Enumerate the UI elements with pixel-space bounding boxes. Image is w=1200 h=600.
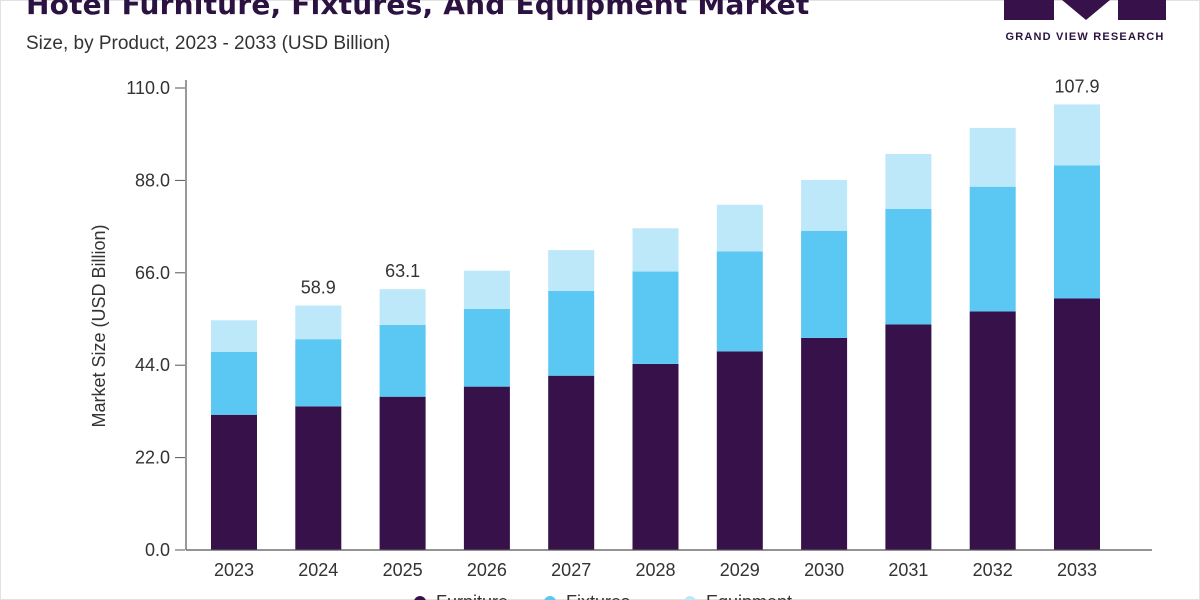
data-label-2024: 58.9 [301, 278, 336, 298]
x-tick-label: 2024 [298, 560, 338, 580]
bar-equipment-2030 [801, 179, 848, 231]
y-tick-label: 88.0 [135, 170, 170, 190]
bar-furniture-2031 [885, 324, 932, 550]
bar-fixtures-2027 [548, 290, 595, 376]
legend-label-equipment: Equipment [706, 592, 792, 600]
bar-furniture-2028 [632, 363, 679, 550]
bar-furniture-2026 [463, 386, 510, 550]
legend-label-furniture: Furniture [436, 592, 508, 600]
bar-fixtures-2024 [295, 339, 342, 407]
y-tick-label: 22.0 [135, 448, 170, 468]
bar-equipment-2032 [969, 127, 1016, 187]
bar-fixtures-2032 [969, 186, 1016, 312]
bar-furniture-2023 [211, 414, 257, 550]
logo-block-middle [1062, 0, 1110, 20]
bar-fixtures-2029 [716, 251, 763, 352]
bar-furniture-2029 [716, 351, 763, 550]
logo-block-left [1004, 0, 1054, 20]
bar-fixtures-2028 [632, 271, 679, 364]
y-tick-label: 44.0 [135, 355, 170, 375]
bar-equipment-2023 [211, 320, 257, 352]
data-label-2025: 63.1 [385, 261, 420, 281]
x-tick-label: 2032 [973, 560, 1013, 580]
bar-furniture-2025 [379, 396, 426, 550]
brand-logo-text: GRAND VIEW RESEARCH [1005, 31, 1165, 43]
x-tick-label: 2027 [551, 560, 591, 580]
bar-furniture-2032 [969, 311, 1016, 550]
bar-equipment-2031 [885, 153, 932, 209]
bar-fixtures-2033 [1054, 165, 1100, 299]
bar-furniture-2027 [548, 375, 595, 550]
bar-furniture-2030 [801, 337, 848, 550]
x-tick-label: 2030 [804, 560, 844, 580]
chart-title: Hotel Furniture, Fixtures, And Equipment… [26, 0, 810, 21]
x-tick-label: 2023 [214, 560, 254, 580]
bar-equipment-2028 [632, 228, 679, 272]
bar-fixtures-2023 [211, 351, 257, 415]
bar-equipment-2026 [463, 270, 510, 309]
legend-marker-fixtures [544, 596, 556, 600]
data-label-2033: 107.9 [1054, 76, 1099, 96]
x-tick-label: 2026 [467, 560, 507, 580]
brand-logo [1004, 0, 1166, 20]
chart-subtitle: Size, by Product, 2023 - 2033 (USD Billi… [26, 33, 391, 54]
bar-equipment-2025 [379, 289, 426, 325]
bar-fixtures-2030 [801, 230, 848, 338]
x-tick-label: 2028 [635, 560, 675, 580]
bar-furniture-2024 [295, 406, 342, 550]
bar-fixtures-2026 [463, 308, 510, 387]
legend-label-fixtures: Fixtures [566, 592, 630, 600]
y-axis-label: Market Size (USD Billion) [89, 224, 109, 427]
x-tick-label: 2031 [888, 560, 928, 580]
logo-block-right [1118, 0, 1166, 20]
x-tick-label: 2029 [720, 560, 760, 580]
bar-fixtures-2025 [379, 324, 426, 397]
legend-marker-equipment [684, 596, 696, 600]
bar-equipment-2029 [716, 204, 763, 252]
y-tick-label: 110.0 [126, 78, 170, 98]
bar-equipment-2024 [295, 305, 342, 340]
y-tick-label: 0.0 [145, 540, 170, 560]
y-tick-label: 66.0 [135, 263, 170, 283]
legend-marker-furniture [414, 596, 426, 600]
x-tick-label: 2033 [1057, 560, 1097, 580]
bar-furniture-2033 [1054, 298, 1100, 550]
bar-equipment-2027 [548, 250, 595, 291]
bar-equipment-2033 [1054, 104, 1100, 166]
bar-fixtures-2031 [885, 208, 932, 325]
x-tick-label: 2025 [383, 560, 423, 580]
